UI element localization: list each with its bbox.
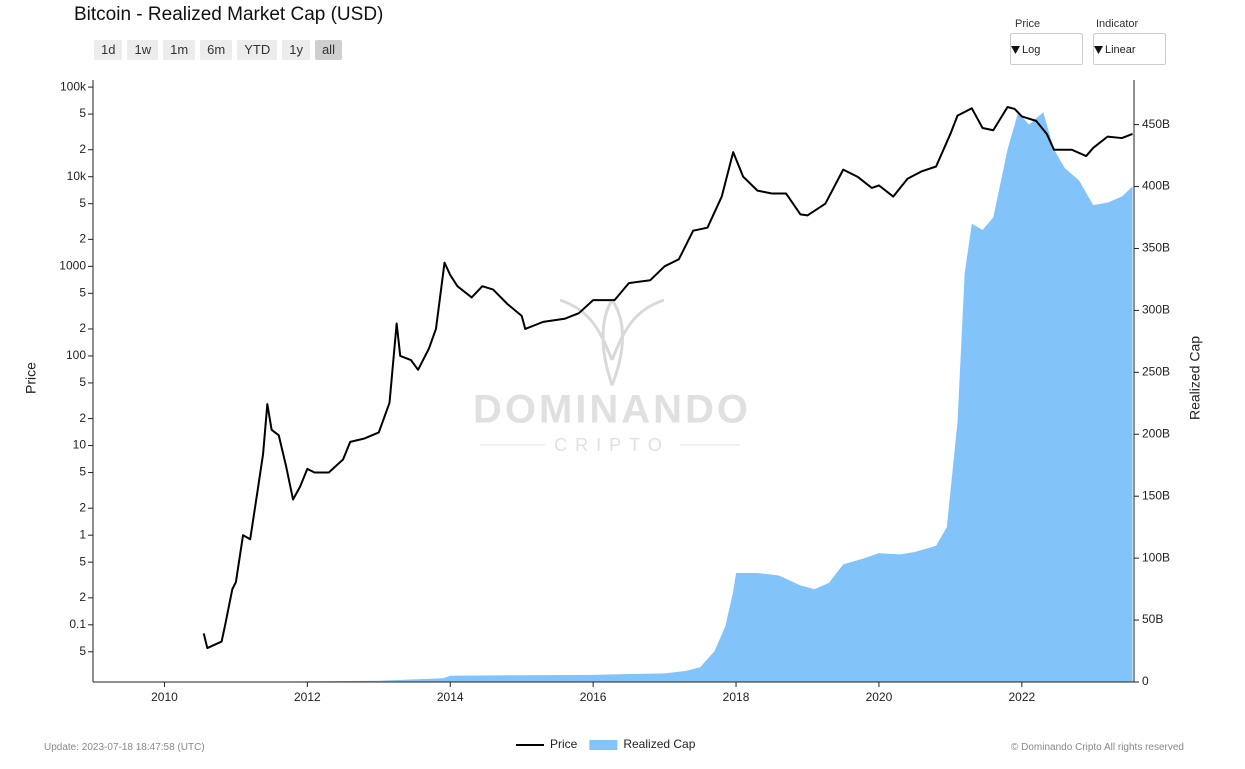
watermark: DOMINANDO CRIPTO [473,298,751,455]
range-button[interactable]: 6m [200,40,233,60]
y-tick-label: 5 [79,375,86,389]
y-tick-label: 10 [73,438,87,452]
range-button[interactable]: YTD [237,40,278,60]
y-tick-label: 2 [79,142,86,156]
y2-tick-label: 250B [1142,365,1170,379]
selector-value: Linear [1105,44,1136,56]
legend-label: Realized Cap [623,737,695,751]
y2-tick-label: 300B [1142,303,1170,317]
y-tick-label: 2 [79,590,86,604]
y-tick-label: 2 [79,321,86,335]
watermark-subtitle: CRIPTO [554,435,670,455]
y2-tick-label: 100B [1142,550,1170,564]
y2-tick-label: 400B [1142,179,1170,193]
y-tick-label: 100 [66,348,86,362]
y-tick-label: 2 [79,411,86,425]
range-button[interactable]: 1m [163,40,196,60]
x-tick-label: 2022 [1008,690,1035,704]
range-buttons: 1d 1w 1m 6m YTD 1y all [94,40,342,60]
y2-tick-label: 350B [1142,241,1170,255]
y-tick-label: 2 [79,232,86,246]
x-tick-label: 2014 [437,690,464,704]
area [93,112,1133,682]
y2-tick-label: 0 [1142,674,1149,688]
x-tick-label: 2018 [723,690,750,704]
x-tick-label: 2016 [580,690,607,704]
y-tick-label: 5 [79,554,86,568]
dropdown-arrow [1011,46,1020,54]
indicator-scale-dropdown[interactable]: Linear [1093,33,1166,65]
x-tick-label: 2010 [151,690,178,704]
selector-value: Log [1022,44,1041,56]
y2-axis-title: Realized Cap [1187,336,1203,420]
y-tick-label: 5 [79,196,86,210]
y-tick-label: 5 [79,106,86,120]
y-tick-label: 100k [60,79,87,93]
y2-tick-label: 200B [1142,426,1170,440]
range-button[interactable]: 1y [282,40,310,60]
price-scale-dropdown[interactable]: Log [1010,33,1083,65]
y-axis-title: Price [23,362,39,394]
y-tick-label: 5 [79,644,86,658]
legend-label: Price [550,737,578,751]
watermark-title: DOMINANDO [473,388,751,432]
selector-label: Price [1015,18,1041,30]
line [202,105,1133,650]
y2-tick-label: 450B [1142,117,1170,131]
range-button[interactable]: 1d [94,40,123,60]
y-tick-label: 1 [79,527,86,541]
y-tick-label: 5 [79,465,86,479]
y-tick-label: 0.1 [69,617,86,631]
update-note: Update: 2023-07-18 18:47:58 (UTC) [44,742,205,753]
y2-tick-label: 150B [1142,488,1170,502]
legend-swatch [589,740,618,750]
y-tick-label: 1000 [59,259,86,273]
chart-title: Bitcoin - Realized Market Cap (USD) [74,4,384,25]
x-tick-label: 2012 [294,690,321,704]
selector-label: Indicator [1096,18,1139,30]
watermark-logo [559,298,665,386]
copyright: © Dominando Cripto All rights reserved [1011,742,1184,753]
y-tick-label: 10k [67,169,87,183]
x-tick-label: 2020 [866,690,893,704]
dropdown-arrow [1094,46,1103,54]
range-button[interactable]: 1w [127,40,159,60]
range-button[interactable]: all [314,40,342,60]
y-tick-label: 5 [79,285,86,299]
y-tick-label: 2 [79,500,86,514]
y2-tick-label: 50B [1142,612,1163,626]
